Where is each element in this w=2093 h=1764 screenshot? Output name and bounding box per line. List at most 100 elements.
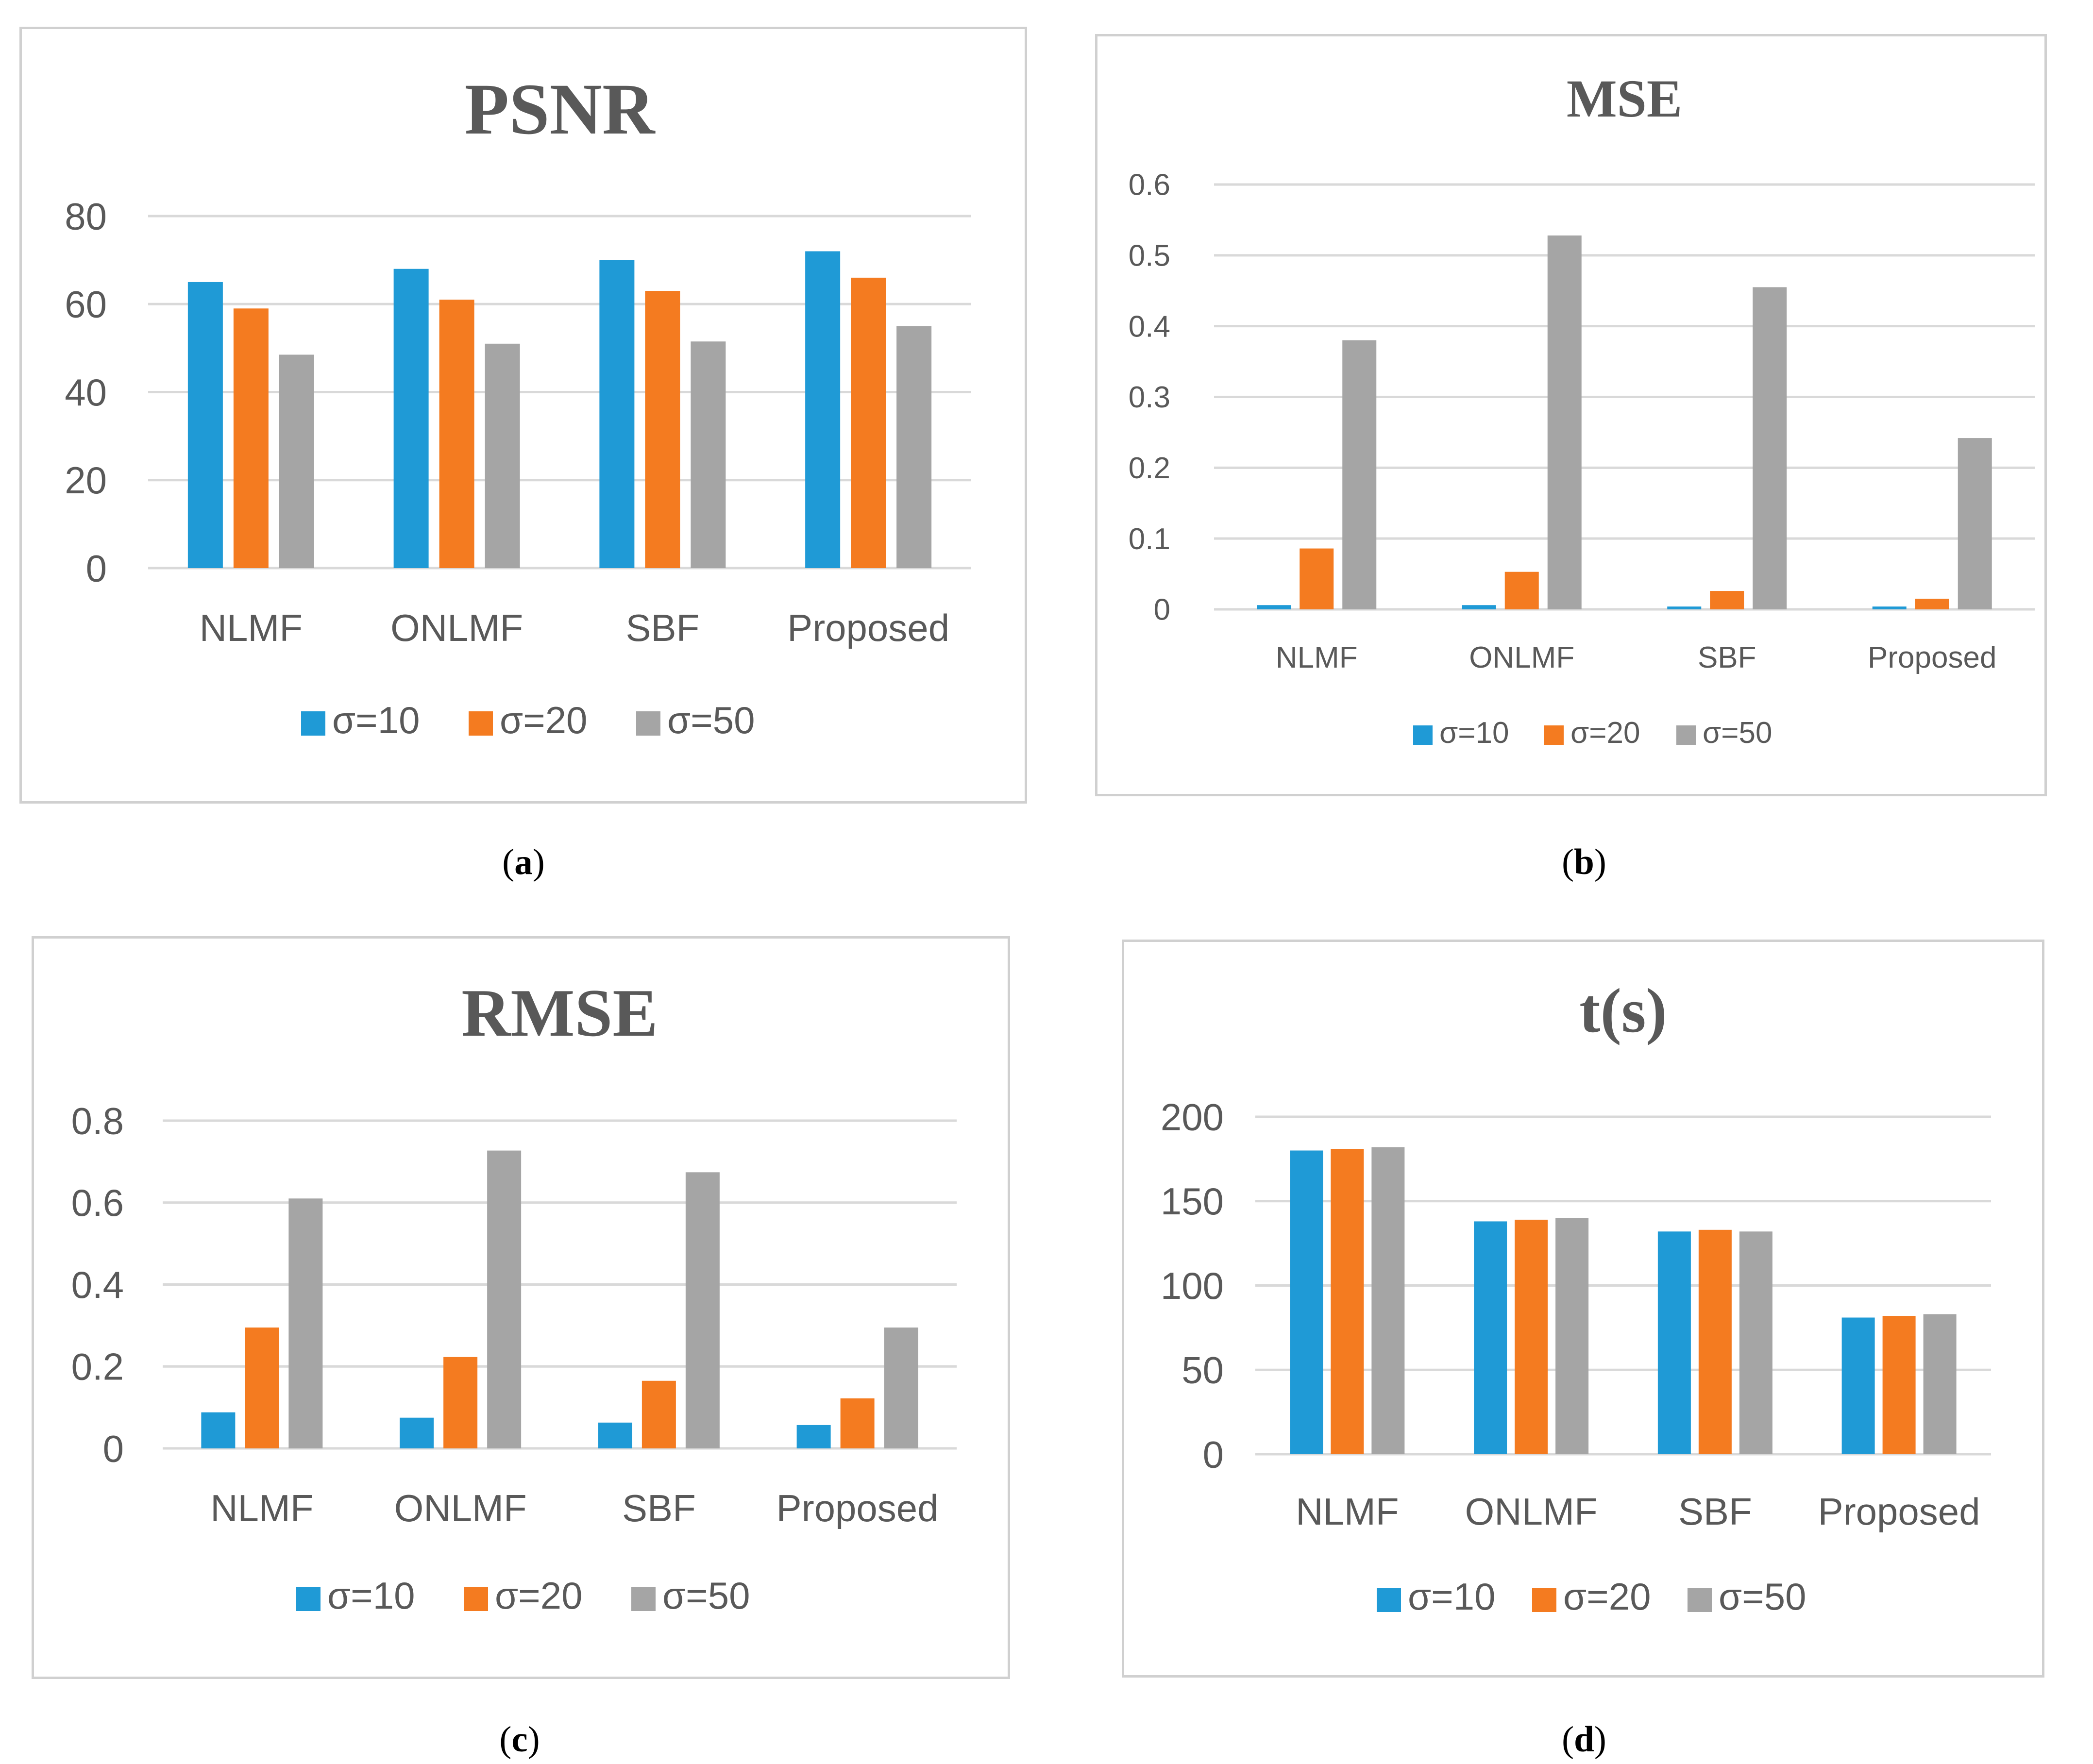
chart-title-rmse: RMSE <box>461 975 658 1051</box>
legend-swatch-time <box>1532 1588 1556 1612</box>
legend-swatch-psnr <box>301 711 325 736</box>
chart-panel-mse: MSE 0 0.1 0.2 0.3 0.4 0.5 0.6 NLMF ONLMF SBF Propos… <box>1095 34 2047 796</box>
bar-rmse-onlmf-s1 <box>443 1357 478 1448</box>
bar-mse-nlmf-s0 <box>1257 605 1291 609</box>
bar-rmse-nlmf-s0 <box>201 1412 236 1448</box>
y-tick-label-psnr: 20 <box>65 459 107 502</box>
x-category-label-psnr: NLMF <box>200 606 303 649</box>
y-tick-label-time: 50 <box>1182 1349 1224 1392</box>
y-tick-label-mse: 0.6 <box>1129 168 1170 202</box>
y-tick-label-time: 200 <box>1161 1095 1224 1138</box>
chart-svg-psnr: PSNR 0 20 40 60 80 NLMF ONLMF SBF Proposed σ=10 σ=2… <box>65 69 971 741</box>
legend-label-psnr: σ=50 <box>667 699 755 741</box>
chart-title-mse: MSE <box>1567 69 1682 128</box>
x-category-label-time: SBF <box>1678 1490 1752 1533</box>
bar-time-proposed-s1 <box>1882 1316 1916 1454</box>
legend-swatch-mse <box>1413 725 1433 745</box>
y-tick-label-mse: 0.3 <box>1129 381 1170 414</box>
bar-time-nlmf-s2 <box>1371 1147 1405 1454</box>
bar-psnr-nlmf-s0 <box>187 282 223 568</box>
bar-time-nlmf-s1 <box>1331 1149 1364 1454</box>
legend-label-rmse: σ=50 <box>662 1574 750 1617</box>
bar-time-onlmf-s1 <box>1515 1219 1548 1454</box>
bar-psnr-sbf-s0 <box>599 260 635 568</box>
y-tick-label-mse: 0.1 <box>1129 522 1170 556</box>
y-tick-label-mse: 0 <box>1154 593 1170 627</box>
x-category-label-mse: Proposed <box>1868 641 1996 674</box>
y-tick-label-rmse: 0.4 <box>71 1263 124 1306</box>
bar-rmse-onlmf-s2 <box>487 1150 522 1448</box>
x-category-label-psnr: Proposed <box>787 606 949 649</box>
legend-swatch-psnr <box>469 711 493 736</box>
y-tick-label-psnr: 0 <box>86 547 107 589</box>
x-category-label-rmse: ONLMF <box>394 1487 527 1529</box>
x-category-label-time: ONLMF <box>1465 1490 1598 1533</box>
bar-mse-sbf-s1 <box>1710 591 1744 609</box>
bar-psnr-onlmf-s1 <box>439 300 474 568</box>
bar-rmse-sbf-s2 <box>685 1172 720 1448</box>
panel-caption-c: (c) <box>499 1719 540 1760</box>
x-category-label-mse: ONLMF <box>1469 641 1574 674</box>
chart-title-psnr: PSNR <box>465 69 656 150</box>
y-tick-label-psnr: 80 <box>65 195 107 237</box>
bar-time-nlmf-s0 <box>1290 1150 1323 1454</box>
bar-mse-onlmf-s2 <box>1547 235 1582 609</box>
bar-psnr-nlmf-s2 <box>279 354 314 568</box>
legend-label-rmse: σ=20 <box>495 1574 582 1617</box>
bar-psnr-onlmf-s0 <box>393 269 429 568</box>
legend-label-rmse: σ=10 <box>327 1574 415 1617</box>
x-category-label-time: Proposed <box>1818 1490 1980 1533</box>
bar-psnr-nlmf-s1 <box>233 308 269 568</box>
x-category-label-rmse: Proposed <box>776 1487 939 1529</box>
chart-panel-rmse: RMSE 0 0.2 0.4 0.6 0.8 NLMF ONLMF SBF Proposed σ=1… <box>32 936 1010 1679</box>
legend-label-psnr: σ=20 <box>500 699 587 741</box>
y-tick-label-mse: 0.5 <box>1129 239 1170 273</box>
bar-time-proposed-s0 <box>1841 1317 1875 1454</box>
legend-swatch-time <box>1377 1588 1401 1612</box>
x-category-label-psnr: ONLMF <box>390 606 523 649</box>
bar-mse-proposed-s1 <box>1915 599 1949 609</box>
panel-caption-b: (b) <box>1562 842 1606 882</box>
bar-rmse-proposed-s1 <box>840 1398 875 1448</box>
legend-label-mse: σ=20 <box>1570 716 1640 750</box>
chart-title-time: t(s) <box>1579 976 1667 1046</box>
x-category-label-rmse: SBF <box>622 1487 696 1529</box>
y-tick-label-rmse: 0.6 <box>71 1181 124 1224</box>
y-tick-label-mse: 0.2 <box>1129 452 1170 485</box>
bar-time-sbf-s0 <box>1657 1231 1691 1454</box>
bar-rmse-nlmf-s1 <box>245 1327 279 1448</box>
panel-caption-a: (a) <box>502 842 545 882</box>
bar-psnr-proposed-s1 <box>851 277 886 568</box>
chart-panel-time: t(s) 0 50 100 150 200 NLMF ONLMF SBF Proposed σ=10… <box>1122 940 2044 1678</box>
bar-psnr-onlmf-s2 <box>485 343 520 568</box>
chart-svg-rmse: RMSE 0 0.2 0.4 0.6 0.8 NLMF ONLMF SBF Proposed σ=1… <box>71 975 957 1617</box>
chart-svg-mse: MSE 0 0.1 0.2 0.3 0.4 0.5 0.6 NLMF ONLMF SBF Propos… <box>1129 69 2035 750</box>
y-tick-label-mse: 0.4 <box>1129 310 1170 343</box>
legend-swatch-psnr <box>636 711 660 736</box>
bar-mse-sbf-s0 <box>1667 606 1702 609</box>
bar-rmse-nlmf-s2 <box>288 1198 323 1448</box>
y-tick-label-time: 0 <box>1203 1433 1224 1476</box>
y-tick-label-time: 100 <box>1161 1264 1224 1307</box>
bar-mse-sbf-s2 <box>1753 287 1787 609</box>
bar-psnr-sbf-s2 <box>691 341 726 568</box>
legend-label-time: σ=10 <box>1408 1575 1495 1618</box>
bar-mse-proposed-s0 <box>1872 606 1907 609</box>
legend-label-time: σ=20 <box>1563 1575 1651 1618</box>
bar-rmse-proposed-s0 <box>796 1425 831 1448</box>
x-category-label-mse: NLMF <box>1276 641 1358 674</box>
bar-rmse-sbf-s0 <box>598 1422 632 1448</box>
y-tick-label-rmse: 0.8 <box>71 1099 124 1142</box>
panel-caption-d: (d) <box>1562 1719 1606 1760</box>
bar-mse-onlmf-s0 <box>1462 605 1496 609</box>
legend-swatch-mse <box>1544 725 1564 745</box>
chart-panel-psnr: PSNR 0 20 40 60 80 NLMF ONLMF SBF Proposed σ=10 σ=2… <box>19 27 1027 804</box>
bar-mse-nlmf-s1 <box>1300 548 1334 609</box>
x-category-label-rmse: NLMF <box>210 1487 313 1529</box>
bar-mse-nlmf-s2 <box>1342 340 1377 609</box>
bar-rmse-onlmf-s0 <box>400 1417 434 1448</box>
bar-psnr-proposed-s0 <box>805 251 841 568</box>
y-tick-label-psnr: 60 <box>65 283 107 326</box>
legend-swatch-rmse <box>631 1587 656 1611</box>
legend-swatch-mse <box>1676 725 1696 745</box>
